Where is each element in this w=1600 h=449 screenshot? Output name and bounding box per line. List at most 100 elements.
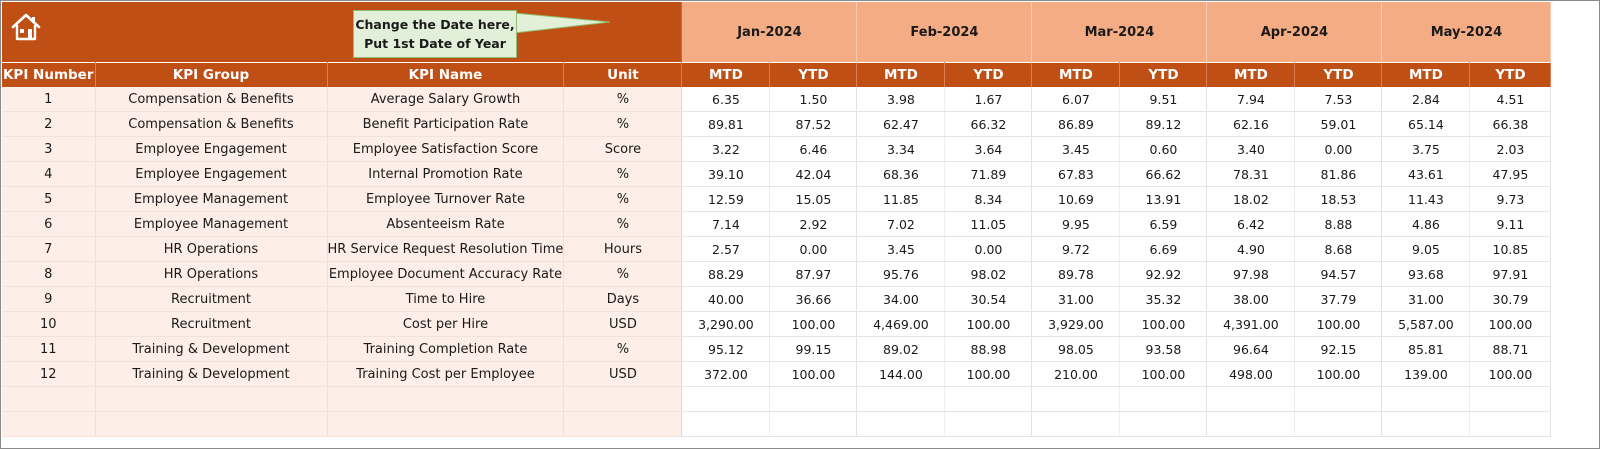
kpi-number-cell[interactable]: 10 (2, 311, 96, 337)
mtd-value-cell[interactable]: 10.69 (1031, 186, 1121, 212)
mtd-value-cell[interactable]: 12.59 (681, 186, 771, 212)
ytd-value-cell[interactable]: 42.04 (769, 161, 858, 187)
kpi-name-cell[interactable]: Employee Satisfaction Score (327, 136, 565, 162)
mtd-value-cell[interactable]: 139.00 (1381, 361, 1471, 387)
ytd-value-cell[interactable]: 100.00 (1294, 311, 1383, 337)
col-unit[interactable]: Unit (563, 62, 683, 87)
ytd-value-cell[interactable]: 100.00 (769, 361, 858, 387)
mtd-value-cell[interactable]: 3.45 (856, 236, 946, 262)
ytd-value-cell[interactable]: 0.60 (1119, 136, 1208, 162)
mtd-value-cell[interactable]: 85.81 (1381, 336, 1471, 362)
ytd-value-cell[interactable]: 35.32 (1119, 286, 1208, 312)
unit-cell[interactable]: Days (563, 286, 683, 312)
col-mtd[interactable]: MTD (681, 62, 771, 87)
empty-value-cell[interactable] (769, 386, 858, 412)
mtd-value-cell[interactable]: 38.00 (1206, 286, 1296, 312)
kpi-group-cell[interactable]: Recruitment (95, 286, 328, 312)
month-header-mar[interactable]: Mar-2024 (1031, 2, 1208, 63)
kpi-name-cell[interactable]: Training Completion Rate (327, 336, 565, 362)
ytd-value-cell[interactable]: 9.11 (1469, 211, 1552, 237)
mtd-value-cell[interactable]: 95.12 (681, 336, 771, 362)
col-kpi-number[interactable]: KPI Number (2, 62, 96, 87)
mtd-value-cell[interactable]: 65.14 (1381, 111, 1471, 137)
mtd-value-cell[interactable]: 498.00 (1206, 361, 1296, 387)
mtd-value-cell[interactable]: 18.02 (1206, 186, 1296, 212)
date-callout-note[interactable]: Change the Date here, Put 1st Date of Ye… (353, 10, 517, 58)
ytd-value-cell[interactable]: 92.92 (1119, 261, 1208, 287)
ytd-value-cell[interactable]: 100.00 (944, 311, 1033, 337)
col-ytd[interactable]: YTD (1119, 62, 1208, 87)
ytd-value-cell[interactable]: 13.91 (1119, 186, 1208, 212)
mtd-value-cell[interactable]: 78.31 (1206, 161, 1296, 187)
empty-value-cell[interactable] (944, 386, 1033, 412)
empty-value-cell[interactable] (856, 411, 946, 437)
mtd-value-cell[interactable]: 11.43 (1381, 186, 1471, 212)
unit-cell[interactable]: % (563, 211, 683, 237)
ytd-value-cell[interactable]: 11.05 (944, 211, 1033, 237)
mtd-value-cell[interactable]: 3.75 (1381, 136, 1471, 162)
mtd-value-cell[interactable]: 95.76 (856, 261, 946, 287)
kpi-name-cell[interactable]: Training Cost per Employee (327, 361, 565, 387)
empty-value-cell[interactable] (681, 411, 771, 437)
ytd-value-cell[interactable]: 87.52 (769, 111, 858, 137)
unit-cell[interactable]: % (563, 186, 683, 212)
mtd-value-cell[interactable]: 89.02 (856, 336, 946, 362)
ytd-value-cell[interactable]: 30.54 (944, 286, 1033, 312)
ytd-value-cell[interactable]: 1.50 (769, 87, 858, 112)
kpi-number-cell[interactable]: 8 (2, 261, 96, 287)
ytd-value-cell[interactable]: 0.00 (1294, 136, 1383, 162)
kpi-name-cell[interactable]: HR Service Request Resolution Time (327, 236, 565, 262)
kpi-group-cell[interactable]: Employee Engagement (95, 161, 328, 187)
empty-value-cell[interactable] (1469, 386, 1552, 412)
kpi-number-cell[interactable]: 2 (2, 111, 96, 137)
ytd-value-cell[interactable]: 8.88 (1294, 211, 1383, 237)
col-mtd[interactable]: MTD (1031, 62, 1121, 87)
ytd-value-cell[interactable]: 10.85 (1469, 236, 1552, 262)
mtd-value-cell[interactable]: 98.05 (1031, 336, 1121, 362)
unit-cell[interactable]: USD (563, 361, 683, 387)
ytd-value-cell[interactable]: 36.66 (769, 286, 858, 312)
mtd-value-cell[interactable]: 89.81 (681, 111, 771, 137)
kpi-number-cell[interactable]: 4 (2, 161, 96, 187)
col-ytd[interactable]: YTD (944, 62, 1033, 87)
empty-value-cell[interactable] (1381, 386, 1471, 412)
mtd-value-cell[interactable]: 3.34 (856, 136, 946, 162)
ytd-value-cell[interactable]: 3.64 (944, 136, 1033, 162)
ytd-value-cell[interactable]: 66.62 (1119, 161, 1208, 187)
empty-info-cell[interactable] (563, 411, 683, 437)
empty-value-cell[interactable] (1294, 411, 1383, 437)
mtd-value-cell[interactable]: 89.78 (1031, 261, 1121, 287)
ytd-value-cell[interactable]: 6.59 (1119, 211, 1208, 237)
mtd-value-cell[interactable]: 3,929.00 (1031, 311, 1121, 337)
kpi-number-cell[interactable]: 9 (2, 286, 96, 312)
unit-cell[interactable]: % (563, 111, 683, 137)
unit-cell[interactable]: Score (563, 136, 683, 162)
kpi-group-cell[interactable]: Training & Development (95, 361, 328, 387)
mtd-value-cell[interactable]: 3.40 (1206, 136, 1296, 162)
mtd-value-cell[interactable]: 2.57 (681, 236, 771, 262)
empty-info-cell[interactable] (327, 411, 565, 437)
unit-cell[interactable]: % (563, 336, 683, 362)
empty-info-cell[interactable] (563, 386, 683, 412)
mtd-value-cell[interactable]: 43.61 (1381, 161, 1471, 187)
month-header-may[interactable]: May-2024 (1381, 2, 1552, 63)
kpi-group-cell[interactable]: Recruitment (95, 311, 328, 337)
ytd-value-cell[interactable]: 59.01 (1294, 111, 1383, 137)
empty-value-cell[interactable] (1469, 411, 1552, 437)
mtd-value-cell[interactable]: 372.00 (681, 361, 771, 387)
empty-value-cell[interactable] (944, 411, 1033, 437)
kpi-group-cell[interactable]: Employee Management (95, 211, 328, 237)
empty-value-cell[interactable] (769, 411, 858, 437)
mtd-value-cell[interactable]: 39.10 (681, 161, 771, 187)
mtd-value-cell[interactable]: 9.72 (1031, 236, 1121, 262)
empty-value-cell[interactable] (1381, 411, 1471, 437)
ytd-value-cell[interactable]: 9.51 (1119, 87, 1208, 112)
col-ytd[interactable]: YTD (1469, 62, 1552, 87)
empty-value-cell[interactable] (1119, 411, 1208, 437)
kpi-group-cell[interactable]: HR Operations (95, 261, 328, 287)
ytd-value-cell[interactable]: 6.69 (1119, 236, 1208, 262)
kpi-group-cell[interactable]: Compensation & Benefits (95, 111, 328, 137)
ytd-value-cell[interactable]: 100.00 (1469, 311, 1552, 337)
empty-info-cell[interactable] (95, 386, 328, 412)
mtd-value-cell[interactable]: 3.45 (1031, 136, 1121, 162)
